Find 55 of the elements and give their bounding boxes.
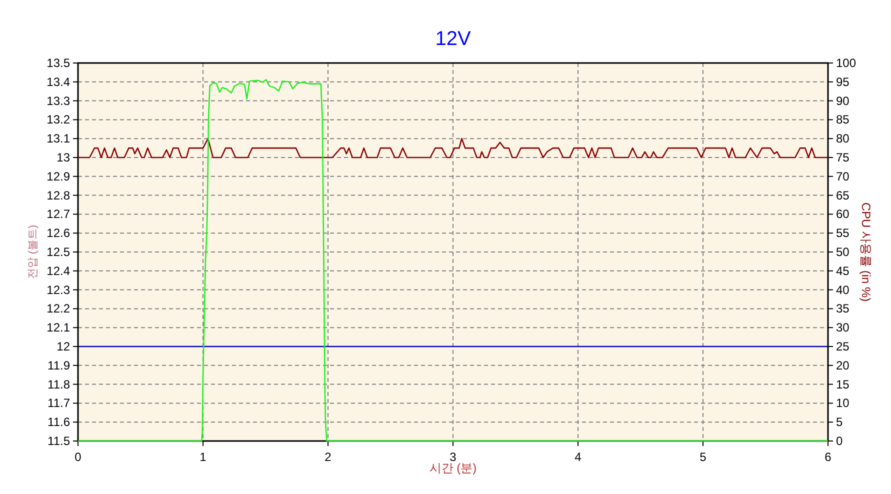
y-tick-label: 12.7 xyxy=(46,207,70,222)
y2-tick-label: 90 xyxy=(836,94,850,108)
x-tick-label: 4 xyxy=(574,450,582,464)
x-tick-label: 2 xyxy=(324,450,332,464)
y2-tick-label: 25 xyxy=(836,340,850,354)
y-tick-label: 12.9 xyxy=(46,169,70,184)
y-tick-label: 13.2 xyxy=(46,112,70,127)
y2-tick-label: 85 xyxy=(836,112,850,127)
y-tick-label: 12.3 xyxy=(46,282,70,297)
y2-tick-label: 40 xyxy=(836,282,850,297)
y2-tick-label: 5 xyxy=(836,415,843,430)
x-tick-label: 1 xyxy=(200,450,207,464)
x-tick-label: 6 xyxy=(824,450,832,464)
y-tick-label: 13.1 xyxy=(46,132,70,146)
y-tick-label: 12.4 xyxy=(46,264,70,278)
y-tick-label: 11.7 xyxy=(48,396,70,410)
y-tick-label: 13 xyxy=(56,150,70,164)
y2-tick-label: 35 xyxy=(836,302,850,316)
y2-tick-label: 50 xyxy=(836,245,850,259)
y-tick-label: 12.8 xyxy=(46,188,70,202)
y2-tick-label: 65 xyxy=(836,188,850,202)
line-series xyxy=(77,78,829,442)
x-axis-title: 시간 (분) xyxy=(429,461,477,475)
y2-axis-title: CPU 사용률 (in %) xyxy=(859,202,873,302)
x-tick-label: 0 xyxy=(74,450,82,464)
y-tick-label: 12 xyxy=(56,340,70,354)
y-tick-label: 13.4 xyxy=(46,74,70,89)
y2-tick-label: 70 xyxy=(836,169,850,184)
y2-tick-label: 0 xyxy=(836,434,843,448)
y2-tick-label: 10 xyxy=(836,396,850,410)
y-tick-label: 11.5 xyxy=(48,434,70,448)
y2-tick-label: 100 xyxy=(836,56,856,70)
y-tick-label: 11.6 xyxy=(48,415,70,430)
y2-tick-label: 60 xyxy=(836,207,850,222)
y-tick-label: 12.2 xyxy=(46,302,70,316)
y-tick-label: 12.6 xyxy=(46,226,70,240)
y2-tick-label: 15 xyxy=(836,377,850,392)
y-tick-label: 12.1 xyxy=(46,320,70,335)
y2-tick-label: 55 xyxy=(836,226,850,240)
x-tick-label: 5 xyxy=(700,450,707,464)
y2-tick-label: 30 xyxy=(836,320,850,335)
y-tick-label: 11.9 xyxy=(48,358,70,372)
y-tick-label: 12.5 xyxy=(46,245,70,259)
line-series xyxy=(77,138,829,158)
y-tick-label: 11.8 xyxy=(48,377,70,392)
y-axis-title: 전압 (볼트) xyxy=(27,224,39,280)
chart-title: 12V xyxy=(435,28,472,50)
y2-tick-label: 75 xyxy=(836,150,850,164)
y2-tick-label: 20 xyxy=(836,358,850,372)
y2-tick-label: 45 xyxy=(836,264,850,278)
y2-tick-label: 80 xyxy=(836,132,850,146)
y-tick-label: 13.3 xyxy=(46,94,70,108)
y-tick-label: 13.5 xyxy=(46,56,70,70)
x-tick-label: 3 xyxy=(450,450,457,464)
y2-tick-label: 95 xyxy=(836,74,850,89)
